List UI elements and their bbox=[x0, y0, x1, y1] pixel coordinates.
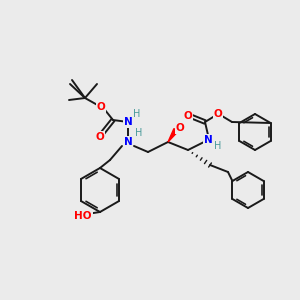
Text: N: N bbox=[124, 117, 132, 127]
Text: O: O bbox=[176, 123, 184, 133]
Text: HO: HO bbox=[74, 211, 92, 221]
Text: O: O bbox=[214, 109, 222, 119]
Polygon shape bbox=[168, 129, 178, 142]
Text: H: H bbox=[133, 109, 141, 119]
Text: N: N bbox=[124, 137, 132, 147]
Text: O: O bbox=[96, 132, 104, 142]
Text: H: H bbox=[135, 128, 143, 138]
Text: H: H bbox=[214, 141, 222, 151]
Text: O: O bbox=[184, 111, 192, 121]
Text: N: N bbox=[204, 135, 212, 145]
Text: O: O bbox=[97, 102, 105, 112]
